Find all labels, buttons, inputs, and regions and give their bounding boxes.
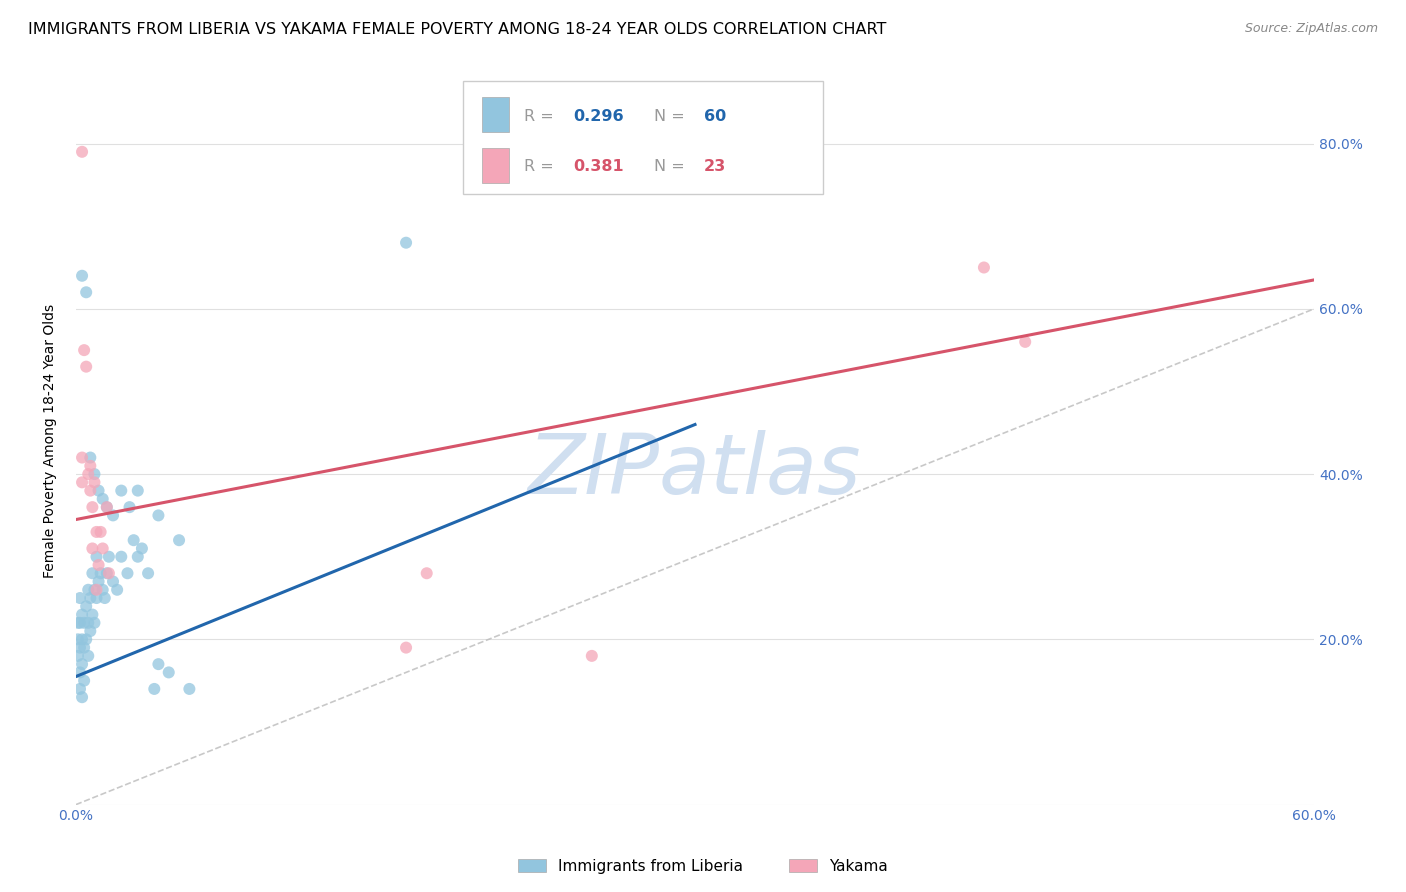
Point [75,285,97,300]
Point [75,599,97,614]
Point [73,343,96,358]
Point [97,549,120,564]
Point [148,508,170,523]
Point [117,566,139,581]
Point [86,582,108,597]
Point [77,615,100,630]
Point [83,582,105,597]
Point [83,615,105,630]
Point [131,541,153,556]
Text: IMMIGRANTS FROM LIBERIA VS YAKAMA FEMALE POVERTY AMONG 18-24 YEAR OLDS CORRELATI: IMMIGRANTS FROM LIBERIA VS YAKAMA FEMALE… [28,22,887,37]
Point [70,657,93,672]
Point [118,500,141,515]
Point [77,648,100,663]
Point [91,582,114,597]
Point [96,566,118,581]
Text: 60: 60 [703,109,725,124]
Point [82,541,104,556]
Point [91,491,114,506]
Point [70,475,93,490]
Text: R =: R = [524,109,560,124]
Point [66,632,89,647]
Point [82,607,104,622]
Point [79,591,101,605]
Point [179,681,201,696]
Point [77,582,100,597]
Point [70,607,93,622]
Point [395,640,418,655]
Point [127,549,149,564]
Point [110,549,132,564]
Text: 0.296: 0.296 [574,109,624,124]
Point [69,591,91,605]
Point [167,533,190,548]
Point [105,582,128,597]
Point [87,558,110,572]
Point [73,615,96,630]
Point [79,483,101,498]
Point [90,524,112,539]
Point [86,524,108,539]
Text: R =: R = [524,160,560,175]
Point [75,359,97,374]
Point [96,500,118,515]
Text: N =: N = [654,109,690,124]
Point [136,566,159,581]
Point [87,574,110,589]
Point [69,615,91,630]
Legend: Immigrants from Liberia, Yakama: Immigrants from Liberia, Yakama [512,853,894,880]
Point [77,467,100,481]
Point [127,483,149,498]
Point [79,450,101,465]
Point [83,467,105,481]
Point [86,549,108,564]
Text: 0.381: 0.381 [574,160,624,175]
Point [101,574,124,589]
Point [91,541,114,556]
Point [90,566,112,581]
Point [87,483,110,498]
Point [97,566,120,581]
Point [69,665,91,680]
Point [973,260,995,275]
FancyBboxPatch shape [464,81,823,194]
Point [79,624,101,638]
Point [83,475,105,490]
Point [69,681,91,696]
Point [96,500,118,515]
Point [66,648,89,663]
Text: N =: N = [654,160,690,175]
Point [415,566,437,581]
Point [73,673,96,688]
Point [73,640,96,655]
Point [70,632,93,647]
Point [82,566,104,581]
Point [70,450,93,465]
Text: ZIPatlas: ZIPatlas [529,430,862,510]
Text: Source: ZipAtlas.com: Source: ZipAtlas.com [1244,22,1378,36]
Point [157,665,180,680]
Text: 23: 23 [703,160,725,175]
Point [1014,334,1036,349]
Point [70,690,93,705]
Point [110,483,132,498]
Point [148,657,170,672]
Point [75,632,97,647]
Point [86,591,108,605]
Point [143,681,166,696]
Point [395,235,418,250]
Point [69,640,91,655]
Point [82,500,104,515]
Y-axis label: Female Poverty Among 18-24 Year Olds: Female Poverty Among 18-24 Year Olds [44,304,58,578]
Bar [482,97,509,132]
Point [70,268,93,283]
Point [122,533,145,548]
Point [79,458,101,473]
Point [101,508,124,523]
Point [66,615,89,630]
Point [94,591,117,605]
Bar [482,148,509,183]
Point [70,145,93,159]
Point [581,648,603,663]
